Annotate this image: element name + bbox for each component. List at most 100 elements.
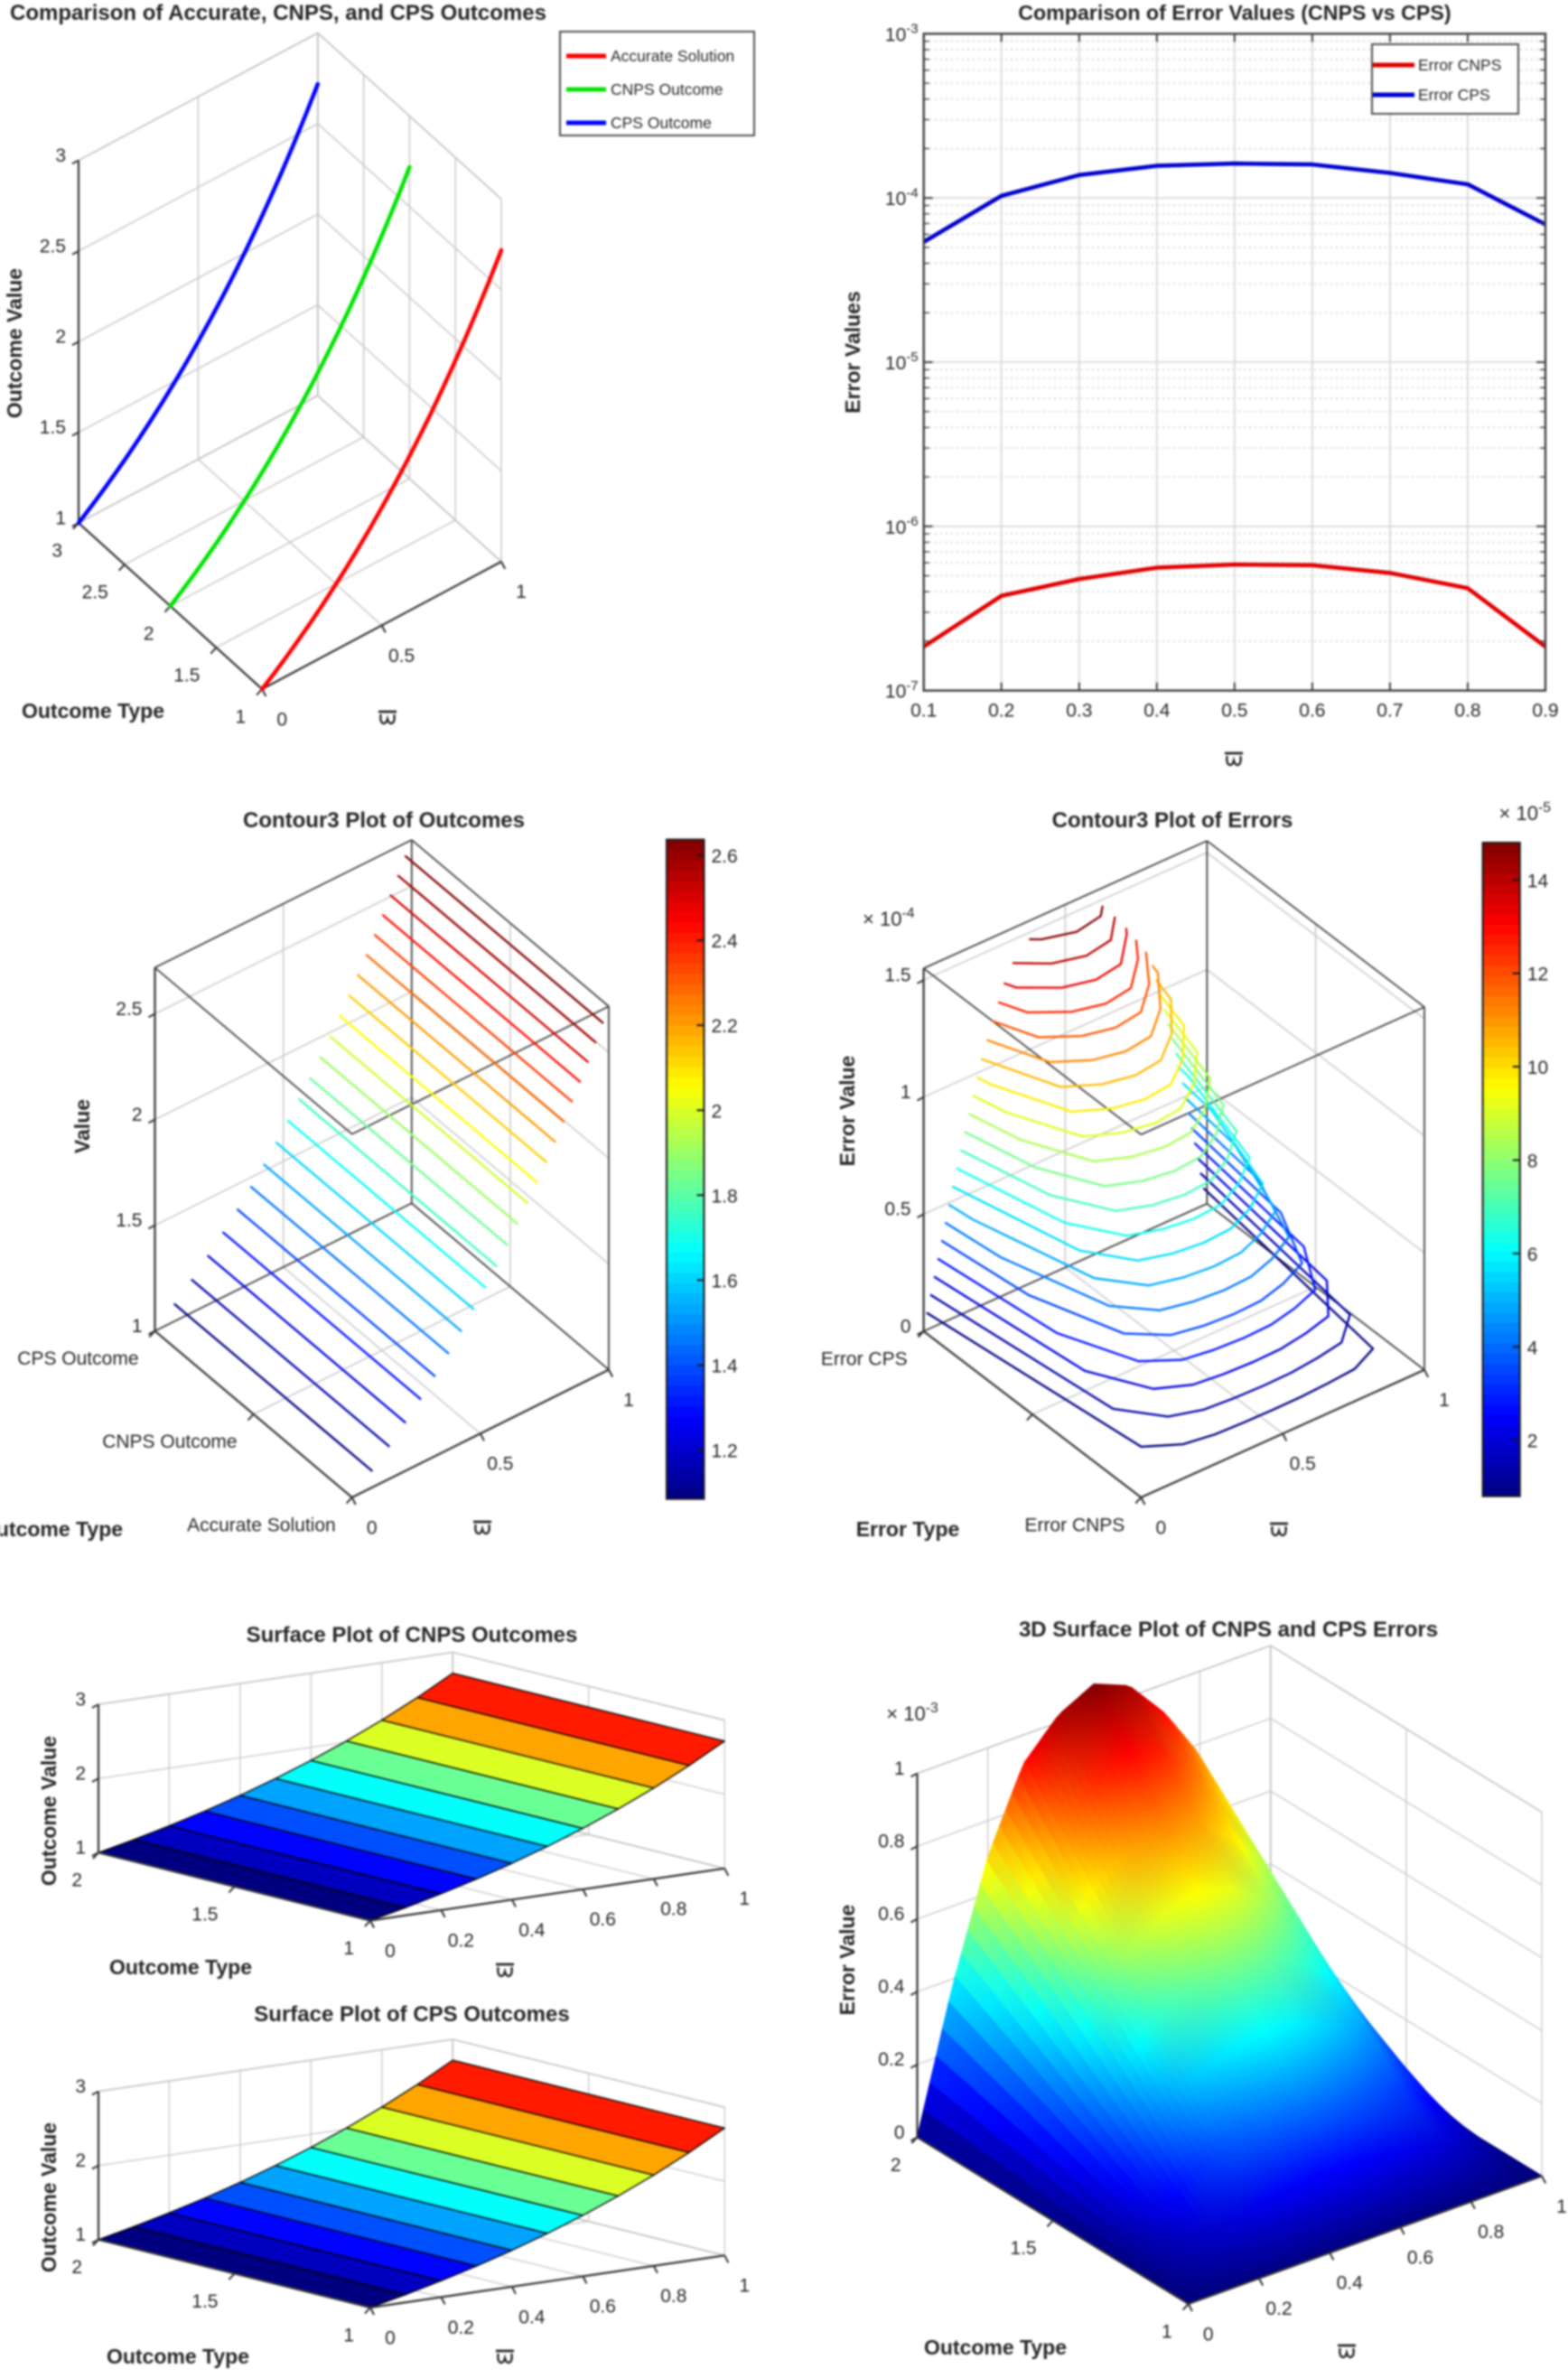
svg-text:1: 1 — [132, 1316, 143, 1337]
svg-text:3D Surface Plot of CNPS and CP: 3D Surface Plot of CNPS and CPS Errors — [1019, 1618, 1438, 1642]
svg-text:0.3: 0.3 — [1066, 701, 1092, 722]
svg-text:0.4: 0.4 — [1337, 2273, 1364, 2294]
svg-text:0.5: 0.5 — [487, 1454, 513, 1475]
svg-text:4: 4 — [1527, 1338, 1538, 1358]
svg-text:0.5: 0.5 — [1221, 701, 1247, 722]
svg-text:2.5: 2.5 — [40, 236, 66, 256]
svg-text:1: 1 — [894, 1758, 905, 1779]
svg-text:0: 0 — [385, 1941, 396, 1962]
svg-text:0.1: 0.1 — [910, 701, 937, 722]
svg-text:2: 2 — [71, 2257, 82, 2278]
svg-text:1: 1 — [343, 1938, 354, 1959]
svg-text:12: 12 — [1527, 965, 1548, 985]
svg-text:Error Value: Error Value — [835, 1056, 859, 1167]
svg-text:CPS Outcome: CPS Outcome — [611, 114, 712, 132]
svg-text:CNPS Outcome: CNPS Outcome — [611, 80, 723, 98]
svg-text:1: 1 — [1556, 2196, 1567, 2217]
svg-text:0.2: 0.2 — [988, 701, 1014, 722]
svg-text:2: 2 — [132, 1105, 143, 1125]
svg-text:Error CPS: Error CPS — [821, 1348, 908, 1369]
svg-text:3: 3 — [75, 1690, 86, 1711]
svg-text:1.5: 1.5 — [884, 965, 910, 986]
svg-text:2: 2 — [75, 2150, 86, 2171]
svg-text:0: 0 — [1155, 1517, 1166, 1538]
svg-text:Outcome Type: Outcome Type — [109, 1955, 252, 1979]
svg-text:CPS Outcome: CPS Outcome — [17, 1348, 138, 1369]
svg-text:0.6: 0.6 — [590, 2297, 616, 2317]
svg-text:1: 1 — [75, 1838, 86, 1859]
svg-text:Outcome Value: Outcome Value — [37, 2122, 61, 2272]
svg-text:1.5: 1.5 — [1010, 2238, 1036, 2259]
svg-text:1.6: 1.6 — [712, 1271, 738, 1292]
svg-text:2.5: 2.5 — [82, 582, 108, 602]
svg-text:1: 1 — [901, 1082, 911, 1103]
svg-text:1.5: 1.5 — [191, 1904, 218, 1925]
svg-text:1: 1 — [1162, 2321, 1172, 2342]
svg-text:1: 1 — [343, 2325, 354, 2345]
svg-text:Outcome Value: Outcome Value — [37, 1736, 61, 1886]
svg-text:3: 3 — [51, 541, 62, 562]
svg-text:Error CNPS: Error CNPS — [1418, 56, 1501, 74]
svg-text:0: 0 — [901, 1316, 911, 1337]
svg-text:0.4: 0.4 — [878, 1977, 905, 1998]
svg-text:2: 2 — [75, 1764, 86, 1785]
svg-text:Outcome Type: Outcome Type — [0, 1517, 123, 1541]
svg-text:Error Values: Error Values — [841, 291, 864, 414]
svg-text:0: 0 — [385, 2327, 396, 2348]
svg-text:1: 1 — [516, 582, 527, 602]
svg-text:3: 3 — [75, 2076, 86, 2097]
svg-text:1: 1 — [1439, 1390, 1450, 1411]
svg-text:Error Value: Error Value — [835, 1905, 859, 2016]
svg-text:2: 2 — [71, 1870, 82, 1891]
svg-text:Value: Value — [70, 1099, 94, 1153]
svg-text:Comparison of Error Values (CN: Comparison of Error Values (CNPS vs CPS) — [1018, 1, 1451, 24]
svg-text:1: 1 — [623, 1390, 634, 1411]
svg-text:1.5: 1.5 — [173, 665, 200, 685]
svg-text:0.8: 0.8 — [660, 2286, 686, 2307]
svg-text:1.4: 1.4 — [712, 1357, 739, 1377]
svg-text:1.5: 1.5 — [40, 417, 66, 438]
svg-text:Error Type: Error Type — [856, 1517, 960, 1541]
svg-text:Error CPS: Error CPS — [1418, 86, 1490, 104]
svg-text:0: 0 — [276, 709, 287, 730]
svg-text:1.8: 1.8 — [712, 1186, 738, 1207]
svg-text:0.6: 0.6 — [1407, 2247, 1433, 2268]
svg-text:2: 2 — [1527, 1431, 1538, 1452]
svg-text:0: 0 — [367, 1517, 378, 1538]
svg-text:2: 2 — [55, 327, 66, 348]
svg-text:Outcome Type: Outcome Type — [924, 2336, 1067, 2359]
svg-text:0.9: 0.9 — [1532, 701, 1558, 722]
svg-text:0.2: 0.2 — [448, 1930, 474, 1951]
svg-text:0.2: 0.2 — [1265, 2299, 1292, 2319]
svg-text:10: 10 — [1527, 1058, 1548, 1078]
svg-text:8: 8 — [1527, 1152, 1538, 1172]
svg-text:Comparison of Accurate, CNPS,: Comparison of Accurate, CNPS, and CPS Ou… — [10, 1, 546, 25]
svg-text:0.7: 0.7 — [1377, 701, 1403, 722]
svg-text:1.5: 1.5 — [191, 2291, 218, 2312]
svg-text:Outcome Value: Outcome Value — [3, 268, 26, 418]
svg-text:Surface Plot of CNPS Outcomes: Surface Plot of CNPS Outcomes — [247, 1623, 578, 1647]
svg-text:Surface Plot of CPS Outcomes: Surface Plot of CPS Outcomes — [254, 2002, 569, 2027]
svg-text:1: 1 — [739, 2276, 750, 2297]
svg-text:0.8: 0.8 — [1454, 701, 1480, 722]
svg-text:1: 1 — [75, 2224, 86, 2245]
svg-text:0.5: 0.5 — [1290, 1454, 1316, 1475]
svg-text:0.6: 0.6 — [1299, 701, 1325, 722]
svg-text:10-7: 10-7 — [885, 678, 919, 703]
svg-text:0.8: 0.8 — [1478, 2222, 1504, 2243]
svg-text:1.5: 1.5 — [116, 1210, 142, 1231]
svg-text:0.6: 0.6 — [878, 1904, 904, 1925]
svg-text:1: 1 — [236, 706, 247, 727]
svg-text:Error CNPS: Error CNPS — [1024, 1515, 1125, 1535]
svg-text:2.4: 2.4 — [712, 931, 739, 952]
svg-text:0.6: 0.6 — [590, 1909, 616, 1930]
svg-text:0.2: 0.2 — [448, 2317, 474, 2338]
svg-text:14: 14 — [1527, 871, 1549, 891]
svg-text:0: 0 — [1203, 2324, 1214, 2345]
svg-text:0.4: 0.4 — [518, 1920, 546, 1941]
svg-text:Contour3 Plot of Outcomes: Contour3 Plot of Outcomes — [243, 808, 525, 833]
svg-text:2.2: 2.2 — [712, 1016, 738, 1037]
svg-text:Outcome Type: Outcome Type — [22, 699, 164, 723]
svg-text:1: 1 — [55, 508, 66, 529]
svg-text:0.5: 0.5 — [388, 646, 415, 667]
